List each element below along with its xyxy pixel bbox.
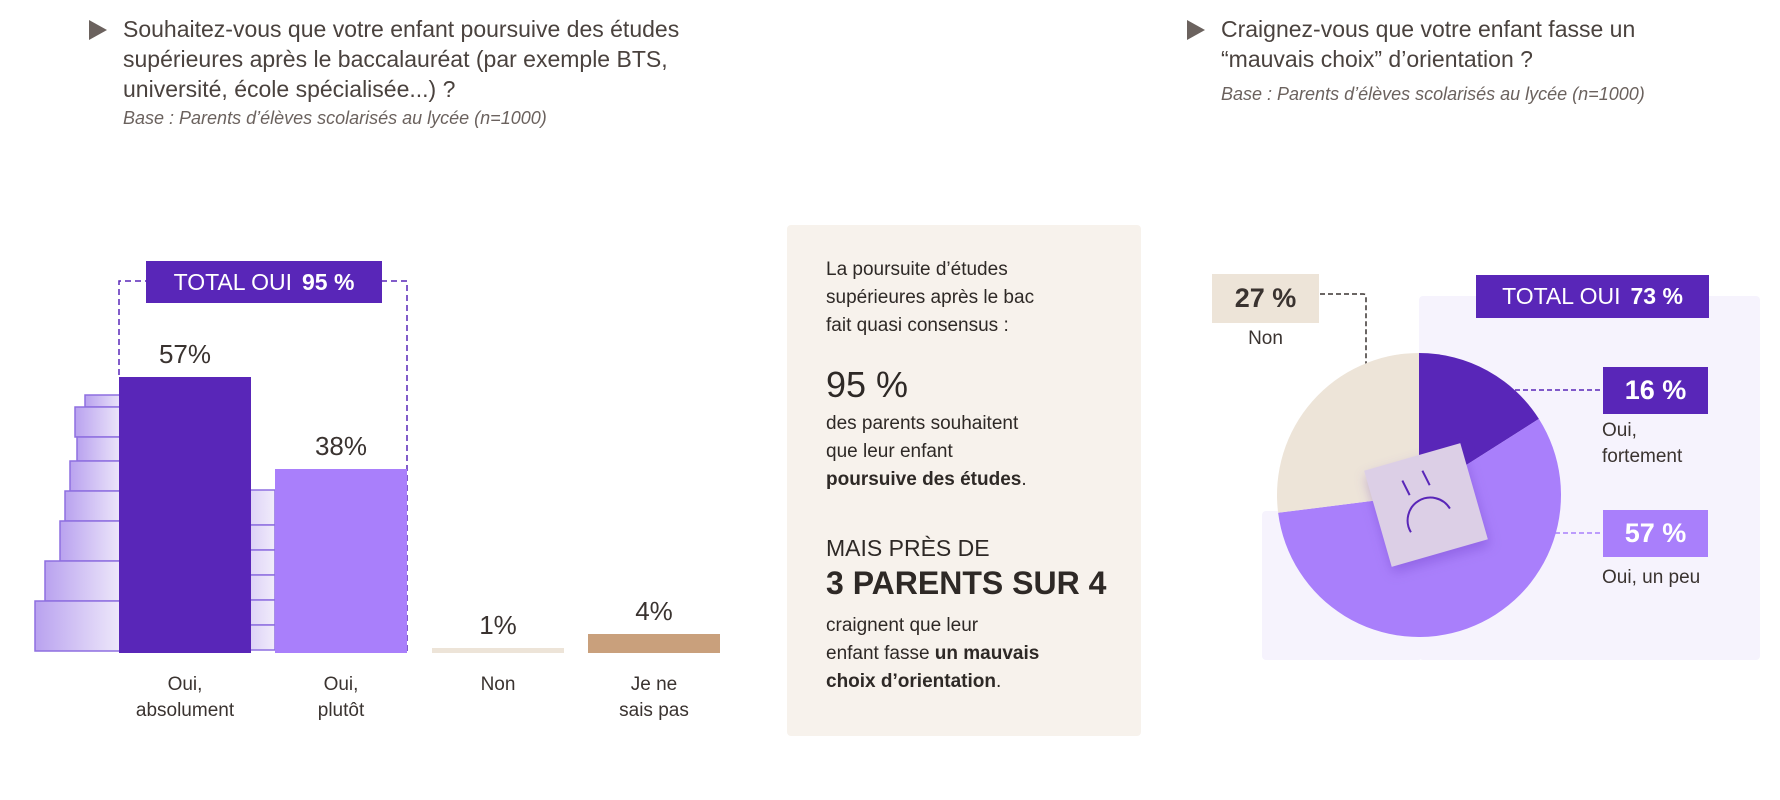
right-question: Craignez-vous que votre enfant fasse un …	[1221, 14, 1635, 74]
question-line: Souhaitez-vous que votre enfant poursuiv…	[123, 16, 680, 42]
bar-value-label: 38%	[314, 431, 368, 461]
bar-category-label: Non	[423, 672, 573, 698]
bar-value-label: 1%	[479, 610, 517, 640]
mais-label: MAIS PRÈS DE	[826, 535, 990, 561]
panel-line: des parents souhaitent	[826, 413, 1019, 434]
fortement-value-box: 16 %	[1603, 367, 1708, 414]
panel-stat-text: des parents souhaitent que leur enfant p…	[826, 410, 1027, 494]
panel-line: La poursuite d’études	[826, 259, 1008, 280]
question-line: Craignez-vous que votre enfant fasse un	[1221, 16, 1636, 42]
bullet-triangle-icon	[1187, 20, 1205, 40]
bar-category-label: Oui, absolument	[110, 672, 260, 724]
left-base-note: Base : Parents d’élèves scolarisés au ly…	[123, 108, 547, 128]
non-leader-line	[1320, 293, 1367, 366]
category-line: Je ne	[630, 674, 678, 695]
bar-category-label: Je ne sais pas	[579, 672, 729, 724]
total-oui-badge-left: TOTAL OUI 95 %	[146, 261, 382, 303]
panel-line: craignent que leur	[826, 615, 979, 636]
panel-bold: un mauvais	[934, 643, 1040, 664]
non-value-box: 27 %	[1212, 274, 1319, 323]
total-value: 95 %	[302, 268, 355, 295]
punct: .	[995, 671, 1002, 692]
label-line: Oui,	[1602, 420, 1637, 441]
bar-value-label: 4%	[635, 595, 673, 626]
right-base-note: Base : Parents d’élèves scolarisés au ly…	[1221, 84, 1645, 104]
category-line: absolument	[135, 700, 235, 721]
panel-line: fait quasi consensus :	[826, 315, 1009, 336]
bar	[588, 633, 720, 653]
category-line: Non	[480, 674, 516, 695]
bar	[119, 377, 251, 653]
headline: 3 PARENTS SUR 4	[826, 565, 1107, 601]
big-stat: 95 %	[826, 364, 909, 405]
sad-face-sticky-note-icon	[1364, 443, 1488, 567]
category-line: plutôt	[317, 700, 365, 721]
total-oui-badge-right: TOTAL OUI 73 %	[1476, 275, 1709, 318]
key-figures-panel	[787, 225, 1141, 736]
bar	[432, 648, 564, 653]
panel-line: que leur enfant	[826, 441, 953, 462]
total-value: 73 %	[1630, 283, 1683, 309]
bar-category-label: Oui, plutôt	[266, 672, 416, 724]
bar	[275, 469, 407, 653]
category-line: Oui,	[167, 674, 203, 695]
label-line: fortement	[1602, 446, 1683, 467]
un-peu-value-box: 57 %	[1603, 510, 1708, 557]
fortement-label: Oui, fortement	[1602, 418, 1682, 470]
bullet-triangle-icon	[89, 20, 107, 40]
panel-line: supérieures après le bac	[826, 287, 1035, 308]
panel-bold: choix d’orientation	[826, 671, 996, 692]
bar-value-label: 57%	[158, 339, 212, 369]
punct: .	[1021, 469, 1027, 490]
question-line: “mauvais choix” d’orientation ?	[1221, 46, 1533, 72]
panel-bold: poursuive des études	[826, 469, 1022, 490]
un-peu-label: Oui, un peu	[1602, 567, 1701, 588]
category-line: sais pas	[619, 700, 689, 721]
panel-text: enfant fasse	[826, 643, 935, 664]
category-line: Oui,	[323, 674, 359, 695]
panel-fear-text: craignent que leur enfant fasse un mauva…	[826, 612, 1039, 696]
non-label: Non	[1248, 328, 1283, 349]
question-line: université, école spécialisée...) ?	[123, 76, 456, 102]
total-bracket	[118, 280, 408, 653]
left-question: Souhaitez-vous que votre enfant poursuiv…	[123, 14, 679, 104]
question-line: supérieures après le baccalauréat (par e…	[123, 46, 668, 72]
panel-intro: La poursuite d’études supérieures après …	[826, 256, 1034, 340]
total-label: TOTAL OUI	[1502, 283, 1621, 309]
total-label: TOTAL OUI	[173, 268, 292, 295]
